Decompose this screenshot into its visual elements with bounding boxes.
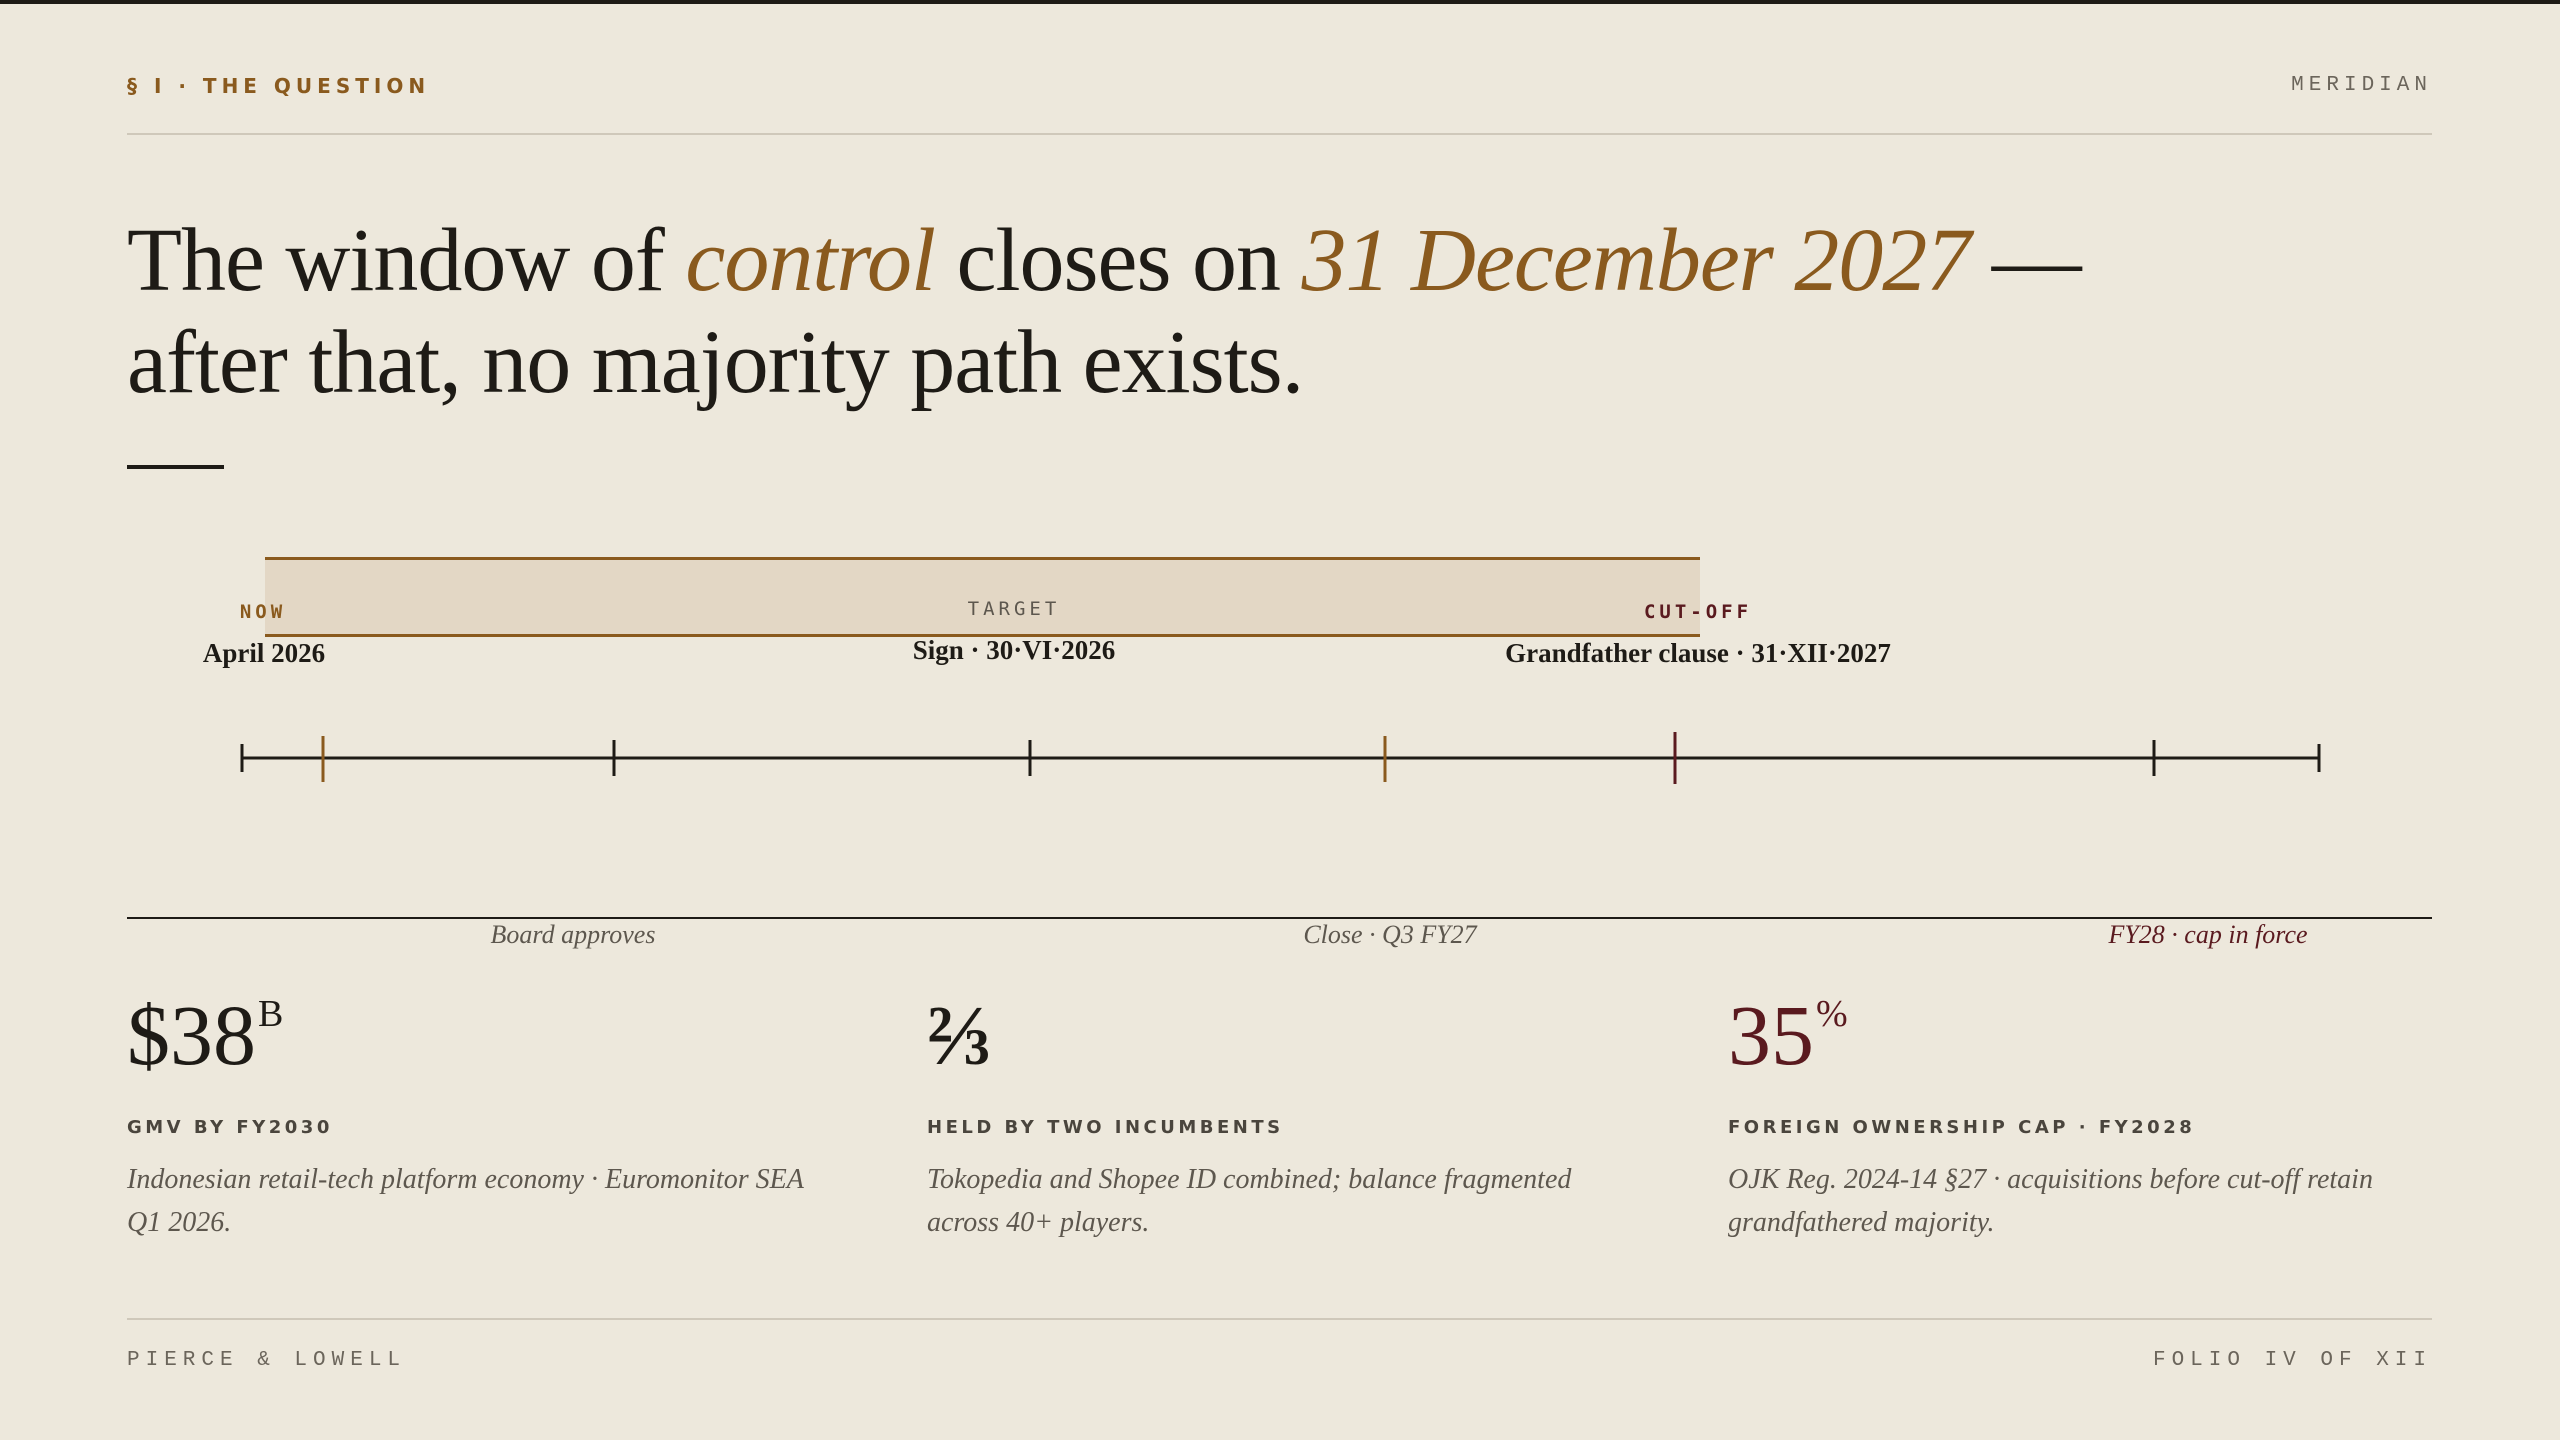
stat-label: GMV BY FY2030 xyxy=(127,1117,333,1138)
stat-value: 35% xyxy=(1728,985,1848,1085)
stat-number: ⅔ xyxy=(927,987,992,1083)
footer-right: FOLIO IV OF XII xyxy=(2152,1349,2432,1372)
stat-unit: % xyxy=(1816,993,1848,1035)
stat-value: $38B xyxy=(127,985,283,1085)
brand: MERIDIAN xyxy=(2291,74,2432,97)
headline: The window of control closes on 31 Decem… xyxy=(127,210,2082,414)
headline-text: after that, no majority path exists. xyxy=(127,313,1304,412)
stat-note: Tokopedia and Shopee ID combined; balanc… xyxy=(927,1164,1572,1238)
stat-number: $38 xyxy=(127,987,256,1083)
axis xyxy=(240,732,2321,784)
caption: Board approves xyxy=(490,920,656,949)
window-band xyxy=(265,557,1700,637)
timeline-axis xyxy=(240,732,2321,784)
section-label: § I · THE QUESTION xyxy=(127,74,431,98)
marker-label: April 2026 xyxy=(202,638,326,668)
stat-note: OJK Reg. 2024-14 §27 · acquisitions befo… xyxy=(1728,1164,2373,1238)
header-rule xyxy=(127,133,2432,135)
marker-kicker: TARGET xyxy=(967,598,1061,620)
footer-left: PIERCE & LOWELL xyxy=(127,1349,407,1372)
headline-emphasis: 31 December 2027 xyxy=(1301,211,1971,310)
stat-number: 35 xyxy=(1728,987,1814,1083)
headline-text: — xyxy=(1991,211,2082,310)
caption: FY28 · cap in force xyxy=(2108,920,2308,949)
headline-emphasis: control xyxy=(685,211,936,310)
headline-text: closes on xyxy=(956,211,1281,310)
caption: Close · Q3 FY27 xyxy=(1303,920,1477,949)
caption-rule xyxy=(127,917,2432,919)
stat-label: HELD BY TWO INCUMBENTS xyxy=(927,1117,1284,1138)
stat-unit: B xyxy=(258,993,284,1035)
top-bar xyxy=(0,0,2560,4)
marker-kicker: NOW xyxy=(239,601,287,623)
stat-value: ⅔ xyxy=(927,985,992,1085)
marker-label: Sign · 30·VI·2026 xyxy=(912,635,1116,665)
footer-rule xyxy=(127,1318,2432,1320)
headline-text: The window of xyxy=(127,211,665,310)
stat-label: FOREIGN OWNERSHIP CAP · FY2028 xyxy=(1728,1117,2196,1138)
stat-note: Indonesian retail-tech platform economy … xyxy=(127,1164,804,1238)
short-rule xyxy=(127,465,224,469)
marker-kicker: CUT-OFF xyxy=(1643,601,1753,623)
marker-label: Grandfather clause · 31·XII·2027 xyxy=(1505,638,1891,668)
